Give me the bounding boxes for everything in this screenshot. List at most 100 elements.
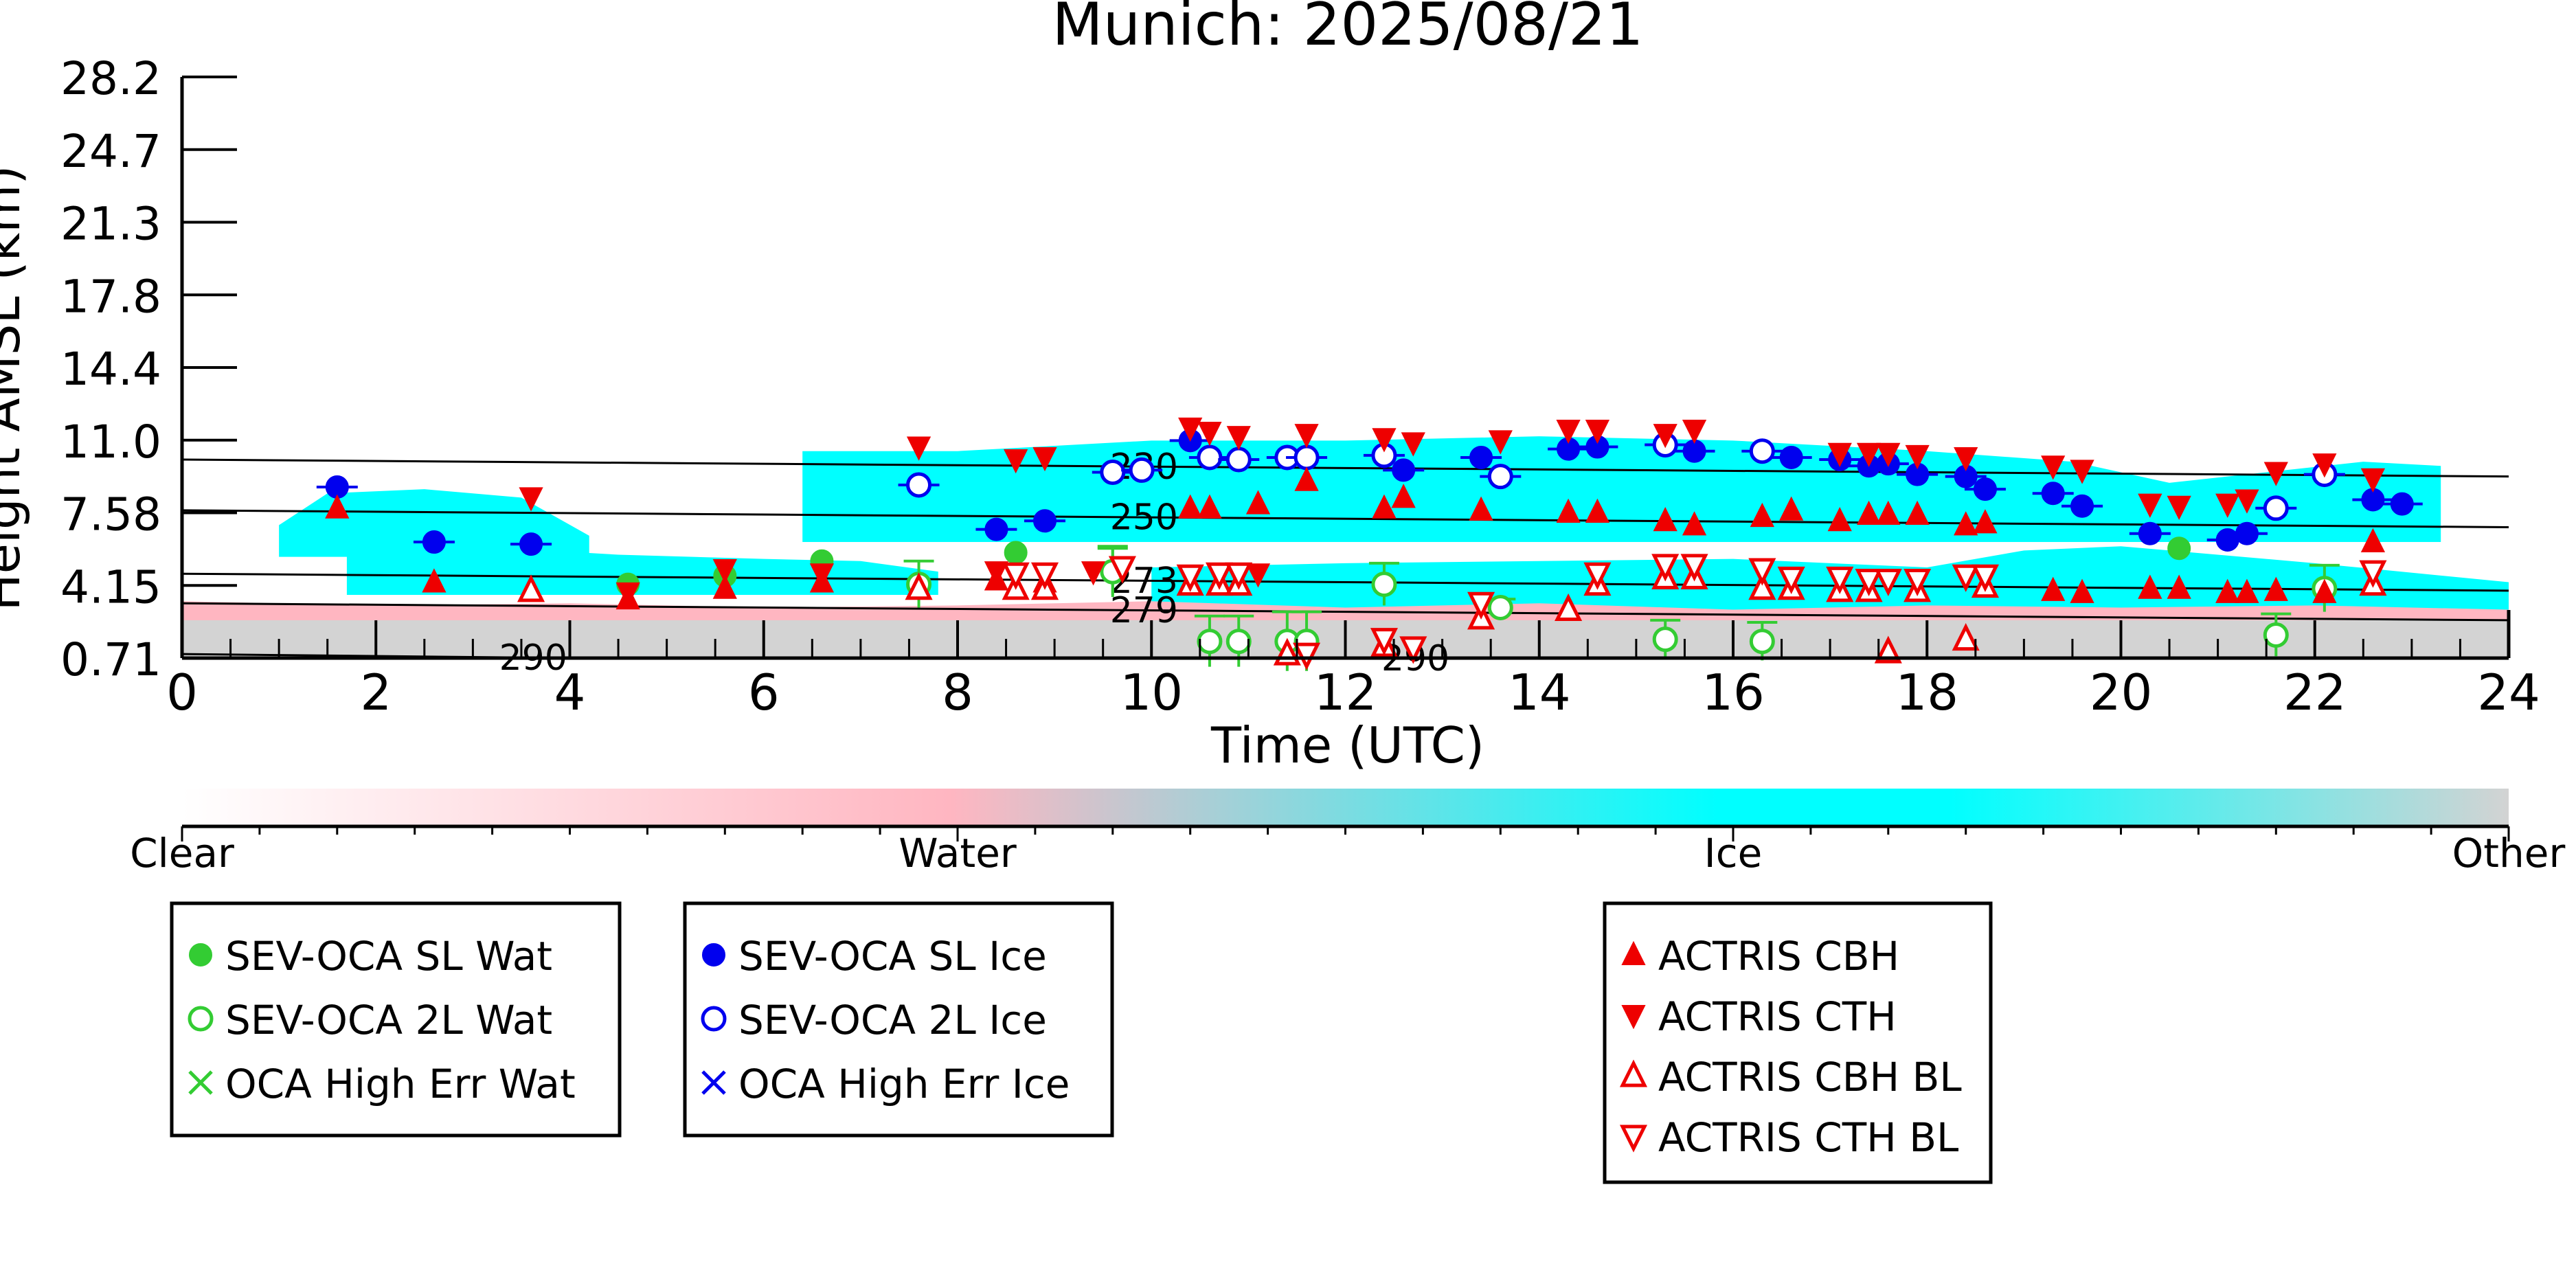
data-point <box>2263 495 2289 521</box>
data-point <box>2070 578 2094 603</box>
data-point <box>1371 572 1397 598</box>
data-point <box>1030 562 1059 590</box>
legend-marker <box>701 1006 727 1032</box>
data-point <box>1004 541 1028 565</box>
data-point <box>1583 562 1612 590</box>
data-point <box>1469 496 1493 521</box>
data-point <box>1856 500 1882 526</box>
phase-colorbar: Clear Water Ice Other <box>130 789 2565 877</box>
data-point <box>1971 564 1999 592</box>
contour-line <box>181 509 2509 529</box>
contour-line <box>181 572 2509 592</box>
data-point <box>2312 453 2337 478</box>
plot-area: 230250273279290290 <box>181 417 2509 679</box>
data-point <box>1488 430 1513 455</box>
data-point <box>2041 482 2065 506</box>
data-point <box>1556 498 1581 523</box>
data-point <box>1033 509 1057 533</box>
legend-label: OCA High Err Ice <box>738 1061 1070 1107</box>
data-point <box>2263 576 2288 601</box>
data-point <box>1487 464 1513 490</box>
data-point <box>1469 445 1493 469</box>
data-point <box>1855 568 1883 597</box>
legend-marker <box>188 1006 214 1032</box>
data-point <box>2360 468 2386 493</box>
y-tick-label: 24.7 <box>60 125 161 178</box>
data-point <box>1653 507 1677 532</box>
x-tick-label: 4 <box>554 664 586 721</box>
x-axis-label: Time (UTC) <box>1210 716 1484 774</box>
data-point <box>1874 568 1902 597</box>
data-point <box>1370 628 1398 656</box>
data-point <box>1225 562 1253 590</box>
legend-marker <box>1619 1125 1648 1153</box>
data-point <box>809 563 835 588</box>
data-point <box>1876 500 1901 526</box>
data-point <box>1178 494 1203 519</box>
data-point <box>1108 556 1136 584</box>
data-point <box>1555 593 1583 622</box>
data-point <box>1874 635 1902 664</box>
x-tick-label: 10 <box>1120 664 1183 721</box>
data-point <box>1827 442 1852 468</box>
series-actris-cbh <box>325 466 2386 610</box>
data-point <box>1680 554 1708 582</box>
data-point <box>712 559 737 584</box>
data-point <box>1081 561 1106 586</box>
contour-line <box>181 458 2509 478</box>
data-point <box>422 530 446 554</box>
data-point <box>1952 564 1980 592</box>
data-point <box>1178 417 1203 442</box>
x-tick-label: 20 <box>2090 664 2153 721</box>
colorbar-label: Ice <box>1704 830 1763 877</box>
data-point <box>2041 455 2066 480</box>
data-point <box>1004 449 1028 474</box>
legend-label: ACTRIS CTH BL <box>1658 1114 1958 1161</box>
series-actris-cth-bl <box>1002 554 2387 670</box>
x-tick-label: 0 <box>166 664 198 721</box>
data-point <box>1750 502 1774 528</box>
data-point <box>2215 493 2240 518</box>
data-point <box>906 436 931 461</box>
legend-marker <box>702 943 725 967</box>
legend-label: SEV-OCA 2L Wat <box>225 997 552 1043</box>
data-point <box>2235 521 2259 545</box>
data-point <box>712 574 737 599</box>
data-point <box>519 487 543 512</box>
x-tick-label: 14 <box>1508 664 1571 721</box>
data-point <box>1903 568 1932 597</box>
data-series <box>316 417 2423 671</box>
legends: SEV-OCA SL Wat SEV-OCA 2L Wat OCA High Err… <box>170 901 1993 1184</box>
data-point <box>517 574 545 602</box>
colorbar-label: Other <box>2452 830 2566 877</box>
y-tick-label: 17.8 <box>60 270 161 323</box>
x-tick-label: 24 <box>2477 664 2540 721</box>
y-tick-label: 7.58 <box>60 488 161 541</box>
data-point <box>1876 442 1901 468</box>
data-point <box>1779 445 1803 469</box>
series-actris-cth <box>519 417 2386 607</box>
data-point <box>1651 554 1680 582</box>
data-point <box>1372 428 1397 453</box>
data-point <box>1682 419 1707 444</box>
data-point <box>615 582 640 607</box>
colorbar-label: Water <box>899 830 1017 877</box>
legend-label: SEV-OCA 2L Ice <box>738 997 1047 1043</box>
data-point <box>1032 447 1057 472</box>
data-point <box>2070 460 2094 484</box>
data-point <box>1905 500 1930 526</box>
data-point <box>1653 424 1677 449</box>
data-point <box>2215 578 2240 603</box>
data-point <box>1100 459 1126 485</box>
x-axis: 0 2 4 6 8 10 12 14 16 18 20 22 24 <box>166 620 2540 721</box>
data-point <box>1245 563 1271 588</box>
data-point <box>2263 462 2288 486</box>
data-point <box>1827 507 1852 532</box>
legend-box-1: SEV-OCA SL Wat SEV-OCA 2L Wat OCA High Err… <box>170 901 622 1138</box>
data-point <box>1749 629 1775 655</box>
data-point <box>1905 444 1930 470</box>
x-tick-label: 8 <box>942 664 973 721</box>
data-point <box>1294 424 1319 449</box>
contour-label: 250 <box>1110 497 1178 539</box>
